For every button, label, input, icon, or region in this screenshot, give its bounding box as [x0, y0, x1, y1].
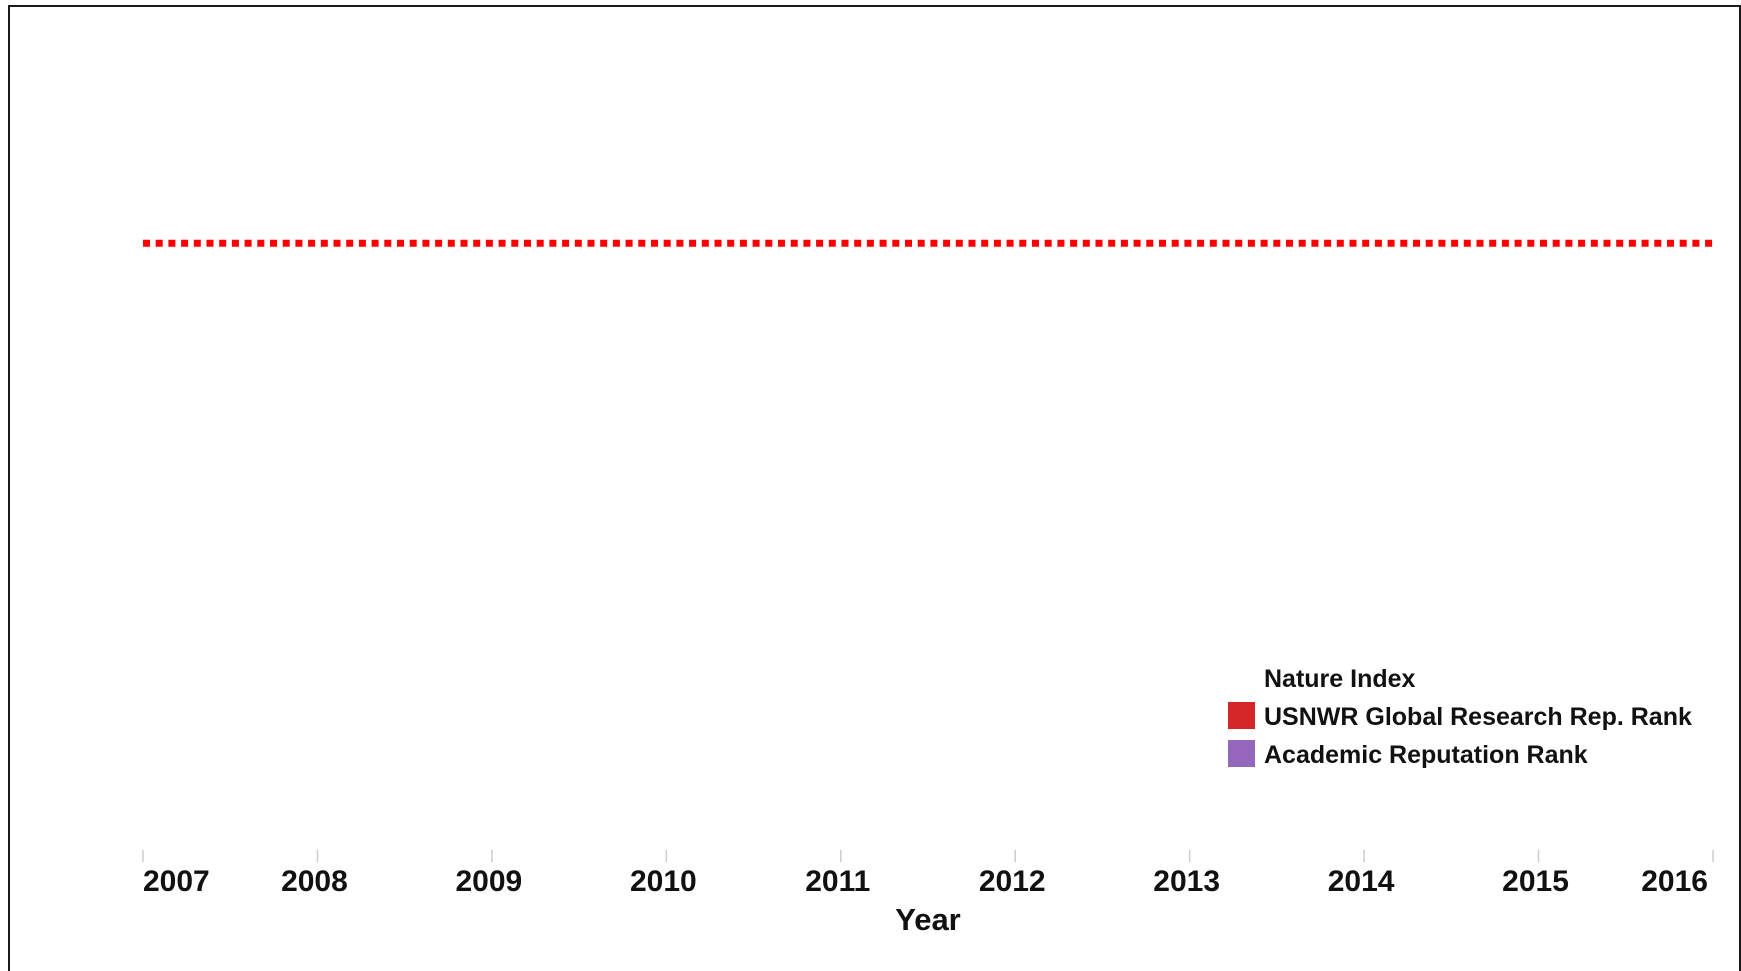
x-tick-label: 2014 — [1328, 865, 1395, 898]
x-axis-ticks — [142, 850, 1714, 862]
legend-swatch — [1228, 702, 1255, 729]
x-tick-label: 2013 — [1153, 865, 1220, 898]
x-tick-label: 2016 — [1641, 865, 1708, 898]
legend-item-label: Academic Reputation Rank — [1264, 741, 1588, 769]
x-tick-label: 2007 — [143, 865, 210, 898]
x-tick-label: 2010 — [630, 865, 697, 898]
x-axis-tick-labels: 2007 2008 2009 2010 2011 2012 2013 2014 2015 2016 — [143, 865, 1708, 898]
legend-title: Nature Index — [1264, 665, 1416, 693]
legend-swatch — [1228, 740, 1255, 767]
x-tick-label: 2011 — [805, 865, 870, 898]
legend-item-label: USNWR Global Research Rep. Rank — [1264, 703, 1692, 731]
x-axis-title: Year — [895, 902, 961, 937]
x-tick-label: 2015 — [1502, 865, 1569, 898]
x-tick-label: 2012 — [979, 865, 1046, 898]
legend: Nature Index USNWR Global Research Rep. … — [1228, 665, 1692, 769]
x-tick-label: 2008 — [281, 865, 348, 898]
chart-frame — [8, 5, 1741, 971]
x-tick-label: 2009 — [456, 865, 523, 898]
